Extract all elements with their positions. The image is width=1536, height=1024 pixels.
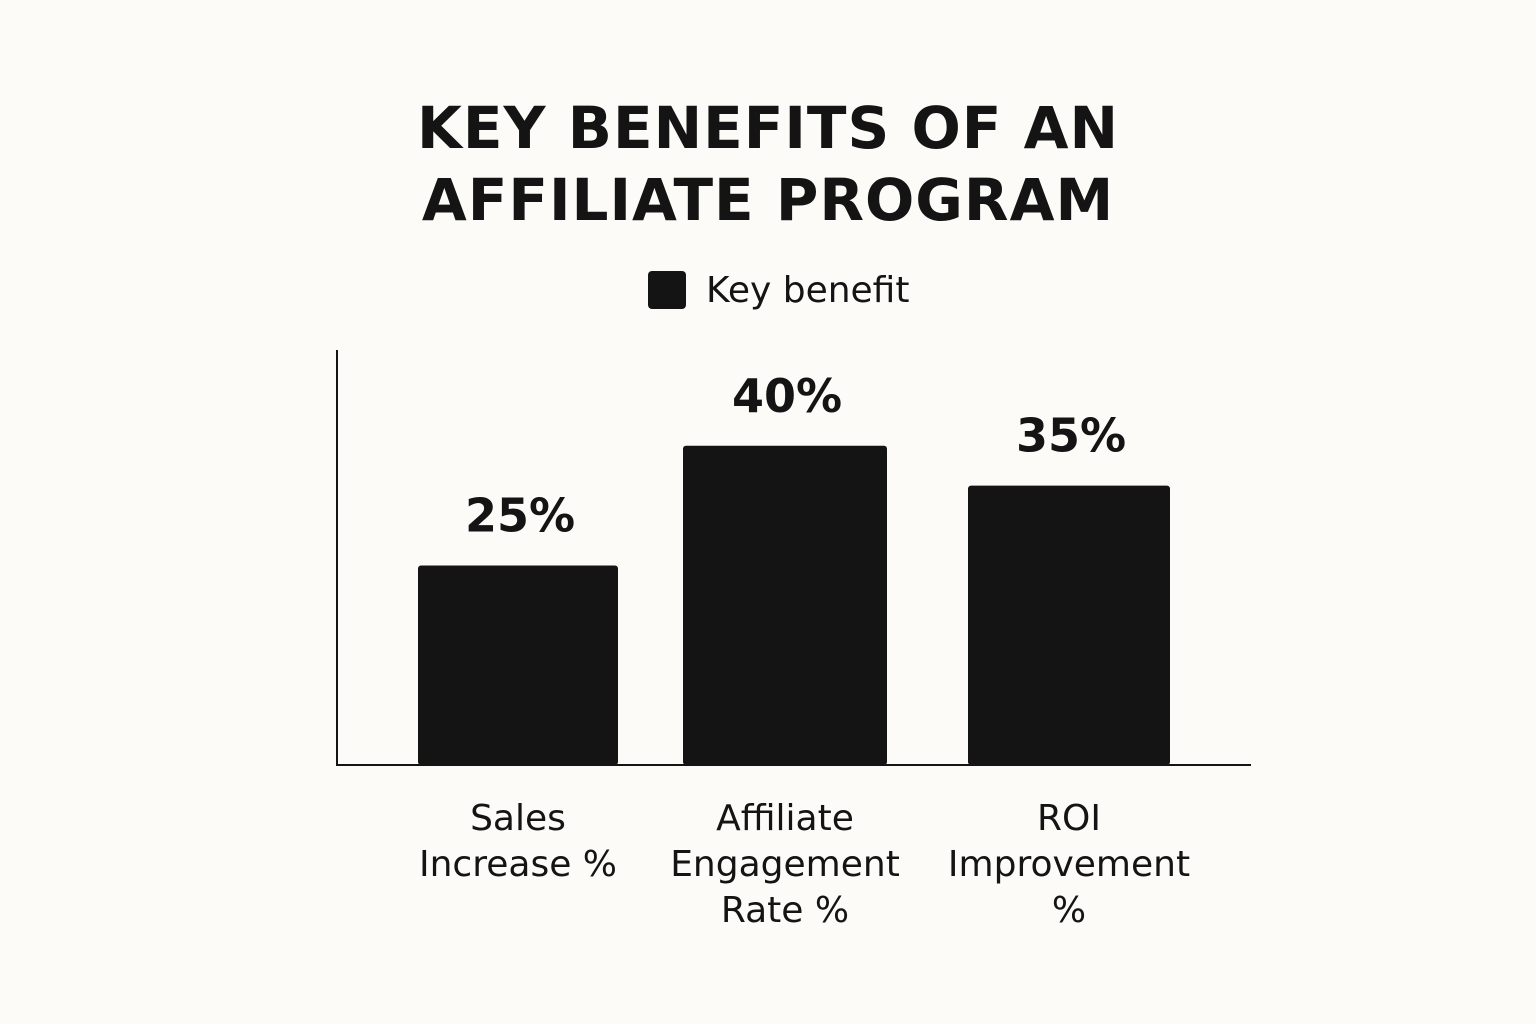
legend-label: Key benefit bbox=[706, 269, 910, 311]
bar-value-label-2: 40% bbox=[732, 369, 842, 423]
bar-value-label-3: 35% bbox=[1016, 409, 1126, 463]
chart-title-line-2: AFFILIATE PROGRAM bbox=[421, 166, 1115, 234]
chart-title: KEY BENEFITS OF AN AFFILIATE PROGRAM bbox=[0, 92, 1536, 236]
category-label-1-line-1: Sales bbox=[470, 798, 566, 839]
category-label-3-line-1: ROI bbox=[1037, 798, 1101, 839]
category-label-3-line-2: Improvement bbox=[948, 844, 1190, 885]
category-label-1-line-2: Increase % bbox=[419, 844, 617, 885]
category-label-2-line-3: Rate % bbox=[721, 890, 849, 931]
bar-2 bbox=[683, 445, 887, 765]
bar-value-label-1: 25% bbox=[465, 488, 575, 542]
category-label-3-line-3: % bbox=[1052, 890, 1086, 931]
category-label-2-line-2: Engagement bbox=[670, 844, 900, 885]
bar-1 bbox=[418, 565, 618, 765]
legend-swatch bbox=[648, 271, 686, 309]
chart-title-line-1: KEY BENEFITS OF AN bbox=[416, 94, 1120, 162]
legend: Key benefit bbox=[648, 268, 909, 312]
bar-3 bbox=[968, 485, 1170, 765]
bars-group: 25% Sales Increase % 40% Affiliate Engagement… bbox=[418, 369, 1190, 931]
category-label-2-line-1: Affiliate bbox=[716, 798, 854, 839]
